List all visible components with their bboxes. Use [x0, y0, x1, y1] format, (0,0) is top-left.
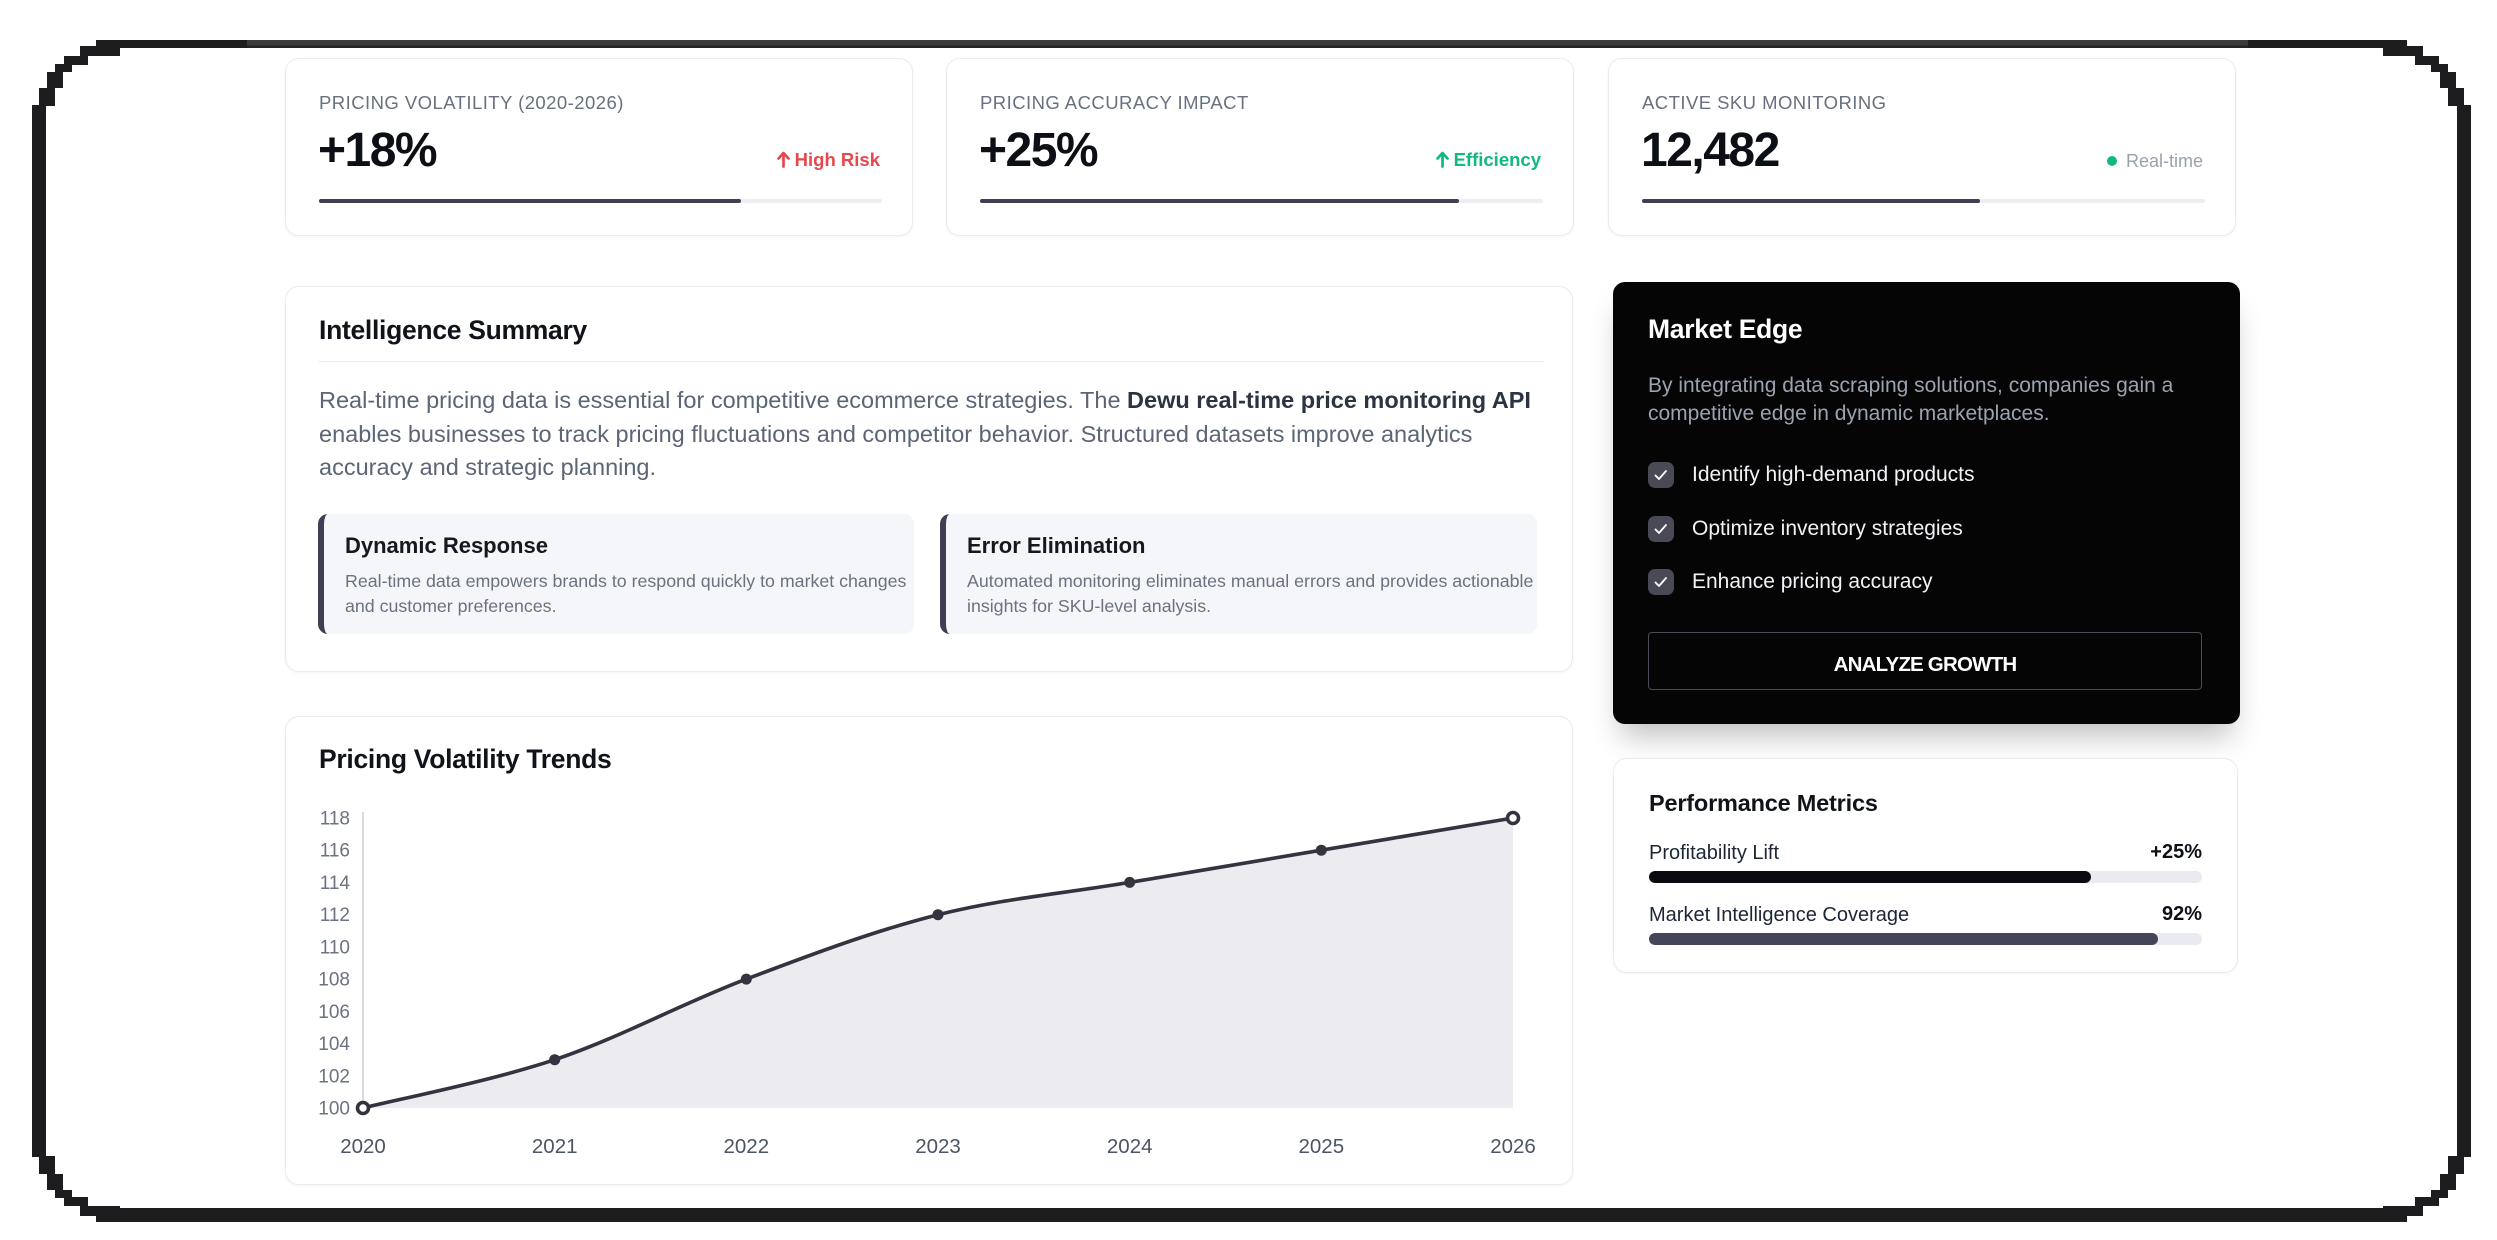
svg-text:100: 100	[318, 1099, 350, 1120]
svg-text:114: 114	[320, 873, 351, 894]
svg-text:108: 108	[318, 970, 350, 991]
svg-text:110: 110	[320, 937, 350, 958]
svg-text:118: 118	[320, 809, 350, 830]
svg-text:2021: 2021	[532, 1135, 578, 1158]
svg-text:2023: 2023	[915, 1135, 961, 1158]
svg-text:2026: 2026	[1490, 1135, 1536, 1158]
svg-text:112: 112	[320, 905, 350, 926]
svg-text:102: 102	[318, 1066, 350, 1087]
svg-text:2025: 2025	[1298, 1135, 1344, 1158]
svg-text:2024: 2024	[1107, 1135, 1153, 1158]
svg-text:2020: 2020	[340, 1135, 386, 1158]
svg-text:116: 116	[320, 841, 350, 862]
svg-text:104: 104	[318, 1034, 350, 1055]
svg-text:2022: 2022	[723, 1135, 769, 1158]
svg-text:106: 106	[318, 1002, 350, 1023]
